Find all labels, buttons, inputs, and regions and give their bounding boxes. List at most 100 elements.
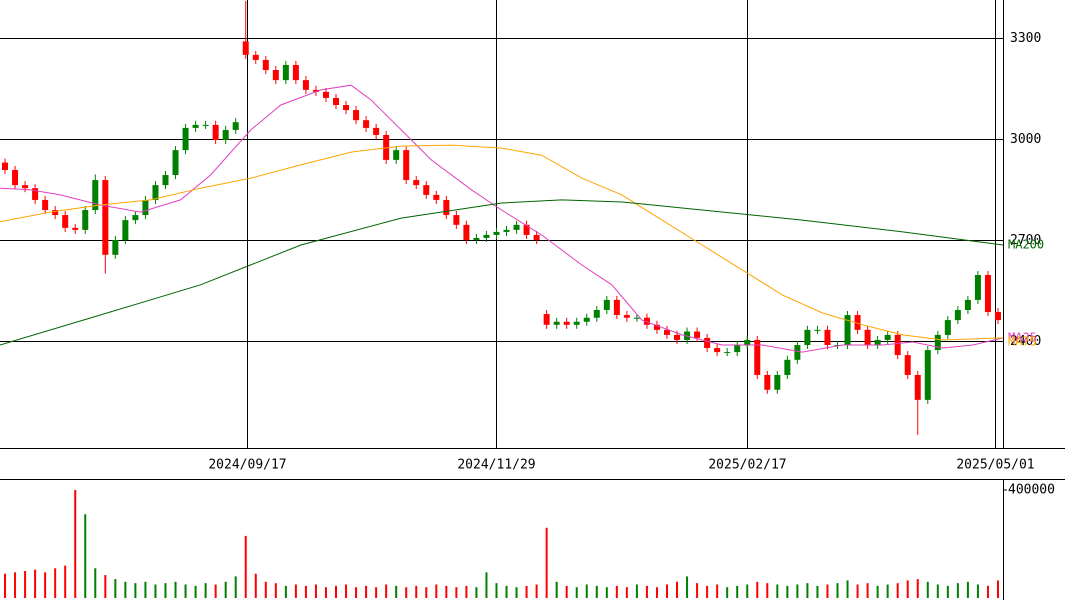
volume-bar bbox=[946, 585, 949, 598]
volume-bar bbox=[224, 581, 227, 598]
volume-bar bbox=[174, 581, 177, 598]
volume-bar bbox=[314, 584, 317, 598]
volume-bar bbox=[445, 585, 448, 598]
volume-bar bbox=[365, 585, 368, 598]
volume-bar bbox=[756, 581, 759, 598]
candle-body bbox=[714, 348, 721, 353]
volume-bar bbox=[114, 579, 117, 598]
candle-body bbox=[413, 180, 420, 186]
candle-body bbox=[142, 199, 149, 216]
candle-body bbox=[393, 150, 400, 160]
volume-bar bbox=[575, 587, 578, 598]
candle-body bbox=[202, 124, 209, 126]
volume-bar bbox=[435, 584, 438, 598]
candle-body bbox=[603, 299, 610, 310]
volume-bar bbox=[696, 583, 699, 598]
candle-body bbox=[262, 59, 269, 71]
candle-body bbox=[573, 321, 580, 325]
candle-body bbox=[52, 210, 59, 216]
candle-body bbox=[32, 188, 39, 200]
y-tick-label: 2400 bbox=[1010, 334, 1041, 349]
candle-body bbox=[613, 299, 620, 316]
volume-bar bbox=[244, 535, 247, 598]
candle-body bbox=[824, 329, 831, 346]
candle-body bbox=[443, 199, 450, 216]
volume-bar bbox=[856, 584, 859, 598]
volume-bar bbox=[475, 587, 478, 598]
candle-body bbox=[493, 231, 500, 235]
candle-body bbox=[433, 194, 440, 200]
candle-body bbox=[312, 89, 319, 92]
x-tick-label: 2024/11/29 bbox=[457, 458, 535, 473]
candle-body bbox=[22, 185, 29, 189]
volume-bar bbox=[816, 585, 819, 598]
candle-body bbox=[874, 339, 881, 346]
volume-bar bbox=[976, 584, 979, 598]
candle-body bbox=[222, 129, 229, 141]
candle-body bbox=[884, 334, 891, 340]
volume-bar bbox=[956, 583, 959, 598]
volume-bar bbox=[465, 585, 468, 598]
candle-body bbox=[533, 234, 540, 240]
candle-body bbox=[182, 127, 189, 151]
candle-body bbox=[744, 339, 751, 346]
volume-bar bbox=[796, 584, 799, 598]
candle-body bbox=[72, 227, 79, 230]
moving-average-label: MA200 bbox=[1008, 238, 1044, 252]
candle-body bbox=[232, 122, 239, 130]
volume-bar bbox=[906, 580, 909, 598]
candle-body bbox=[292, 64, 299, 81]
candle-body bbox=[513, 224, 520, 230]
volume-bar bbox=[385, 584, 388, 598]
candle-body bbox=[102, 180, 109, 255]
volume-bar bbox=[274, 583, 277, 598]
candle-body bbox=[593, 309, 600, 318]
candle-body bbox=[172, 150, 179, 176]
candle-body bbox=[663, 329, 670, 335]
volume-bar bbox=[505, 585, 508, 598]
volume-bar bbox=[4, 573, 7, 598]
volume-bar bbox=[485, 572, 488, 598]
candle-body bbox=[944, 320, 951, 335]
candle-body bbox=[122, 220, 129, 240]
volume-bar bbox=[896, 583, 899, 598]
y-tick-label: 2700 bbox=[1010, 233, 1041, 248]
y-tick-label: 3000 bbox=[1010, 132, 1041, 147]
volume-bar bbox=[164, 583, 167, 598]
candle-body bbox=[212, 124, 219, 141]
candle-body bbox=[633, 317, 640, 319]
x-tick-label: 2025/02/17 bbox=[708, 458, 786, 473]
volume-bar bbox=[425, 587, 428, 598]
volume-bar bbox=[676, 581, 679, 598]
candle-body bbox=[794, 345, 801, 360]
candle-body bbox=[734, 345, 741, 353]
volume-bar bbox=[806, 583, 809, 598]
moving-average-label: MA25 bbox=[1008, 330, 1037, 344]
volume-bar bbox=[686, 576, 689, 598]
volume-bar bbox=[324, 587, 327, 598]
volume-bar bbox=[665, 584, 668, 598]
candle-body bbox=[674, 334, 681, 340]
volume-bar bbox=[635, 584, 638, 598]
candle-body bbox=[563, 321, 570, 325]
candle-body bbox=[473, 237, 480, 240]
volume-bar bbox=[846, 580, 849, 598]
volume-bar bbox=[555, 581, 558, 598]
volume-bar bbox=[284, 585, 287, 598]
candle-body bbox=[373, 127, 380, 135]
volume-bar bbox=[926, 581, 929, 598]
candle-body bbox=[864, 329, 871, 346]
volume-bar bbox=[44, 572, 47, 598]
volume-bar bbox=[74, 489, 77, 598]
volume-bar bbox=[515, 587, 518, 598]
volume-bar bbox=[455, 587, 458, 598]
candle-body bbox=[302, 80, 309, 90]
moving-average-label: MA75 bbox=[1008, 334, 1037, 348]
volume-bar bbox=[916, 579, 919, 598]
volume-bar bbox=[194, 585, 197, 598]
candle-body bbox=[132, 215, 139, 221]
volume-bar bbox=[335, 585, 338, 598]
volume-bar bbox=[184, 584, 187, 598]
